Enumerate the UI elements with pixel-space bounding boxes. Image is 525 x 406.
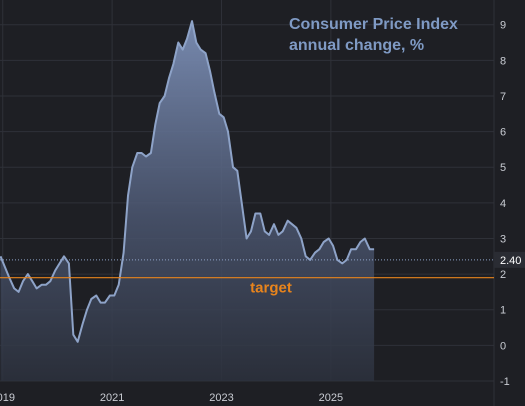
current-value-badge: [494, 251, 525, 268]
y-tick-label: 4: [500, 198, 506, 210]
x-tick-label: 2025: [319, 392, 343, 404]
x-tick-label: 2019: [0, 392, 15, 404]
y-tick-label: 9: [500, 20, 506, 32]
series-line-path: [0, 20, 375, 343]
series-area: [0, 21, 375, 381]
y-tick-label: 3: [500, 233, 506, 245]
y-tick-label: 5: [500, 162, 506, 174]
series-area-fill: [0, 21, 375, 381]
x-tick-label: 2021: [100, 392, 124, 404]
chart-subtitle: annual change, %: [289, 37, 424, 54]
series-line: [0, 20, 375, 343]
reference-lines: target 2.40: [0, 251, 525, 297]
x-axis-ticks: 2019 2021 2023 2025: [0, 392, 343, 404]
chart-title: Consumer Price Index: [289, 16, 458, 33]
y-tick-label: 7: [500, 91, 506, 103]
y-tick-label: 8: [500, 55, 506, 67]
y-tick-label: 0: [500, 340, 506, 352]
target-label: target: [250, 280, 292, 297]
y-tick-label: -1: [500, 376, 510, 388]
current-value-label: 2.40: [500, 255, 521, 267]
y-tick-label: 2: [500, 269, 506, 281]
y-tick-label: 1: [500, 305, 506, 317]
x-tick-label: 2023: [209, 392, 233, 404]
y-axis-ticks: -1 0 1 2 3 4 5 6 7 8 9: [500, 20, 510, 388]
y-tick-label: 6: [500, 127, 506, 139]
